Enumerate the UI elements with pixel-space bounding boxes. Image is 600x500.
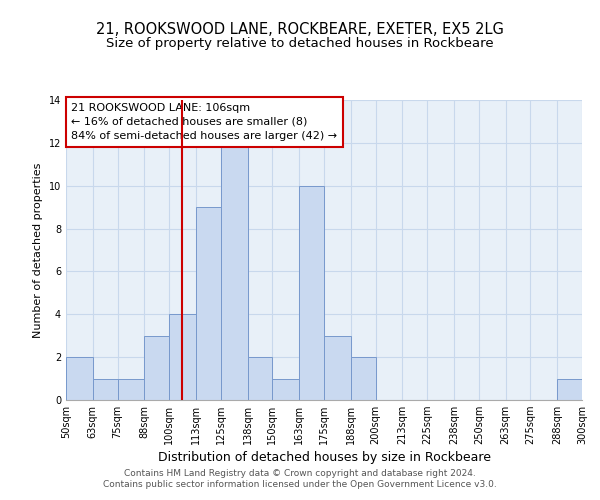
Bar xyxy=(324,336,351,400)
X-axis label: Distribution of detached houses by size in Rockbeare: Distribution of detached houses by size … xyxy=(157,452,491,464)
Bar xyxy=(169,314,196,400)
Text: 21, ROOKSWOOD LANE, ROCKBEARE, EXETER, EX5 2LG: 21, ROOKSWOOD LANE, ROCKBEARE, EXETER, E… xyxy=(96,22,504,38)
Bar xyxy=(145,336,169,400)
Text: Size of property relative to detached houses in Rockbeare: Size of property relative to detached ho… xyxy=(106,38,494,51)
Bar xyxy=(248,357,272,400)
Bar xyxy=(351,357,376,400)
Text: Contains public sector information licensed under the Open Government Licence v3: Contains public sector information licen… xyxy=(103,480,497,489)
Bar xyxy=(66,357,93,400)
Bar xyxy=(299,186,324,400)
Bar xyxy=(196,207,221,400)
Y-axis label: Number of detached properties: Number of detached properties xyxy=(33,162,43,338)
Text: 21 ROOKSWOOD LANE: 106sqm
← 16% of detached houses are smaller (8)
84% of semi-d: 21 ROOKSWOOD LANE: 106sqm ← 16% of detac… xyxy=(71,103,337,141)
Bar xyxy=(221,143,248,400)
Text: Contains HM Land Registry data © Crown copyright and database right 2024.: Contains HM Land Registry data © Crown c… xyxy=(124,468,476,477)
Bar xyxy=(557,378,582,400)
Bar xyxy=(93,378,118,400)
Bar xyxy=(272,378,299,400)
Bar xyxy=(118,378,145,400)
